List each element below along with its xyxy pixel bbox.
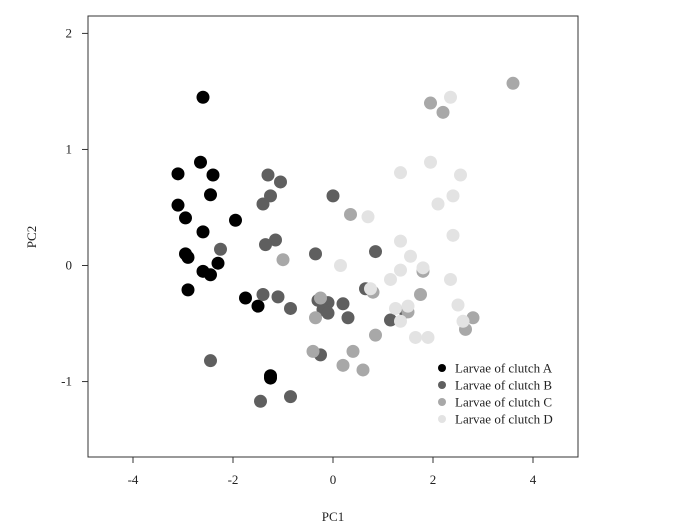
x-axis-title: PC1	[322, 509, 344, 524]
legend-marker	[438, 381, 446, 389]
data-point	[456, 314, 470, 328]
data-point	[364, 282, 377, 296]
data-point	[196, 225, 210, 239]
data-point	[451, 298, 465, 312]
x-tick-label: 0	[330, 472, 337, 487]
data-point	[306, 344, 320, 358]
legend-marker	[438, 364, 446, 372]
data-point	[259, 238, 272, 252]
data-point	[446, 189, 460, 203]
data-point	[271, 290, 285, 304]
data-point	[204, 188, 217, 202]
x-tick-label: 2	[430, 472, 437, 487]
data-point	[506, 76, 520, 90]
data-point	[214, 242, 227, 256]
data-point	[389, 301, 402, 315]
data-point	[421, 330, 435, 344]
data-point	[204, 354, 217, 368]
data-point	[194, 155, 207, 169]
data-point	[336, 297, 350, 311]
data-point	[384, 272, 397, 286]
data-point	[326, 189, 340, 203]
data-point	[314, 291, 327, 305]
data-point	[256, 288, 270, 302]
legend: Larvae of clutch A Larvae of clutch B Larv…	[438, 361, 553, 427]
y-tick-label: 0	[66, 258, 73, 273]
legend-label: Larvae of clutch D	[455, 412, 553, 427]
data-point	[424, 96, 437, 110]
data-point	[454, 168, 467, 182]
legend-marker	[438, 415, 446, 423]
data-point	[274, 175, 287, 189]
data-point	[444, 90, 457, 104]
data-point	[356, 363, 370, 377]
data-point	[446, 228, 460, 242]
data-point	[409, 330, 422, 344]
data-point	[394, 234, 407, 248]
data-point	[204, 268, 217, 282]
data-point	[466, 311, 480, 325]
data-point	[414, 288, 427, 302]
data-point	[181, 250, 195, 264]
legend-marker	[438, 398, 446, 406]
data-point	[336, 358, 350, 372]
data-point	[171, 198, 185, 212]
x-axis: -4 -2 0 2 4	[128, 457, 537, 487]
data-point	[269, 233, 282, 247]
data-point	[369, 245, 382, 259]
y-tick-label: -1	[61, 374, 72, 389]
data-point	[171, 167, 185, 181]
data-point	[254, 394, 267, 408]
data-point	[206, 168, 220, 182]
data-point	[394, 314, 407, 328]
legend-label: Larvae of clutch C	[455, 395, 552, 410]
data-point	[321, 306, 335, 320]
data-point	[344, 207, 357, 221]
legend-label: Larvae of clutch A	[455, 361, 553, 376]
data-point	[334, 259, 347, 273]
data-point	[284, 390, 297, 404]
data-point	[229, 213, 242, 227]
data-point	[424, 155, 437, 169]
data-point	[361, 210, 375, 224]
data-point	[309, 311, 322, 325]
x-tick-label: -4	[128, 472, 139, 487]
data-point	[264, 371, 277, 385]
data-point	[346, 344, 360, 358]
data-point	[394, 166, 407, 180]
data-point	[404, 249, 417, 263]
data-point	[416, 261, 430, 275]
y-axis-title: PC2	[24, 226, 39, 248]
x-tick-label: 4	[530, 472, 537, 487]
data-point	[181, 283, 195, 297]
data-point	[401, 299, 415, 313]
y-tick-label: 2	[66, 25, 73, 40]
data-point	[276, 253, 290, 267]
data-point	[196, 90, 210, 104]
data-point	[211, 256, 225, 270]
data-point	[256, 197, 270, 211]
data-point	[384, 313, 397, 327]
y-axis: -1 0 1 2	[61, 25, 88, 389]
data-point	[251, 299, 265, 313]
data-points	[171, 76, 520, 408]
data-point	[369, 328, 382, 342]
data-point	[261, 168, 275, 182]
data-point	[394, 263, 407, 277]
x-tick-label: -2	[228, 472, 239, 487]
data-point	[444, 272, 457, 286]
data-point	[431, 197, 445, 211]
data-point	[179, 211, 192, 225]
data-point	[309, 247, 322, 261]
data-point	[239, 291, 252, 305]
legend-label: Larvae of clutch B	[455, 378, 552, 393]
y-tick-label: 1	[66, 141, 73, 156]
data-point	[341, 311, 355, 325]
data-point	[284, 301, 297, 315]
data-point	[436, 105, 450, 119]
